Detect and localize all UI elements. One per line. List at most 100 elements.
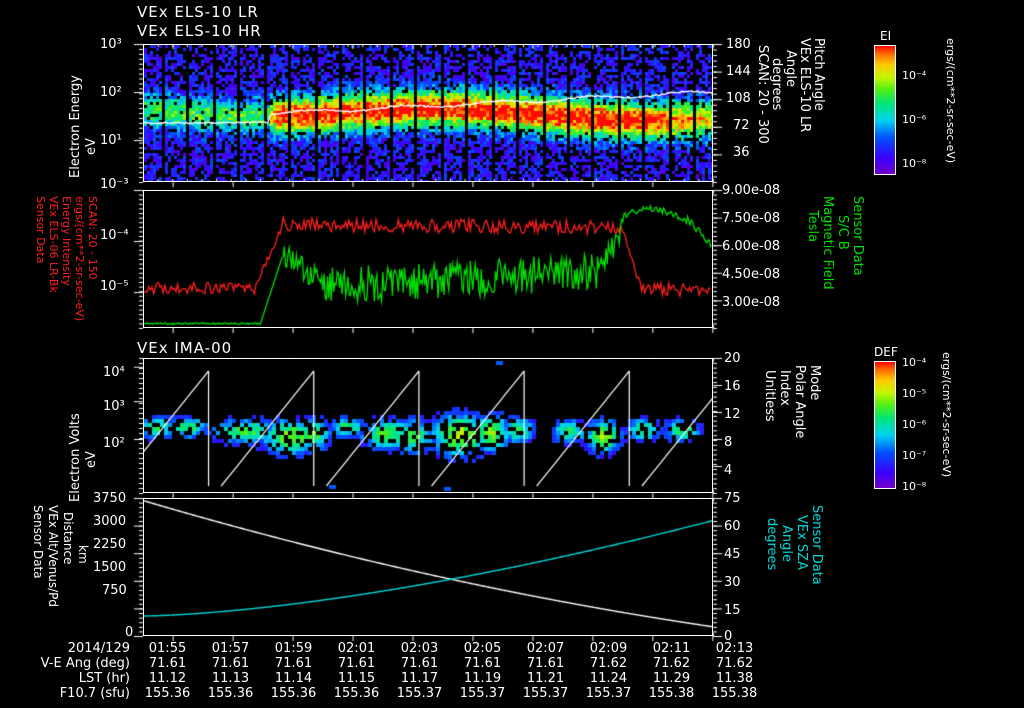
- panel3-ytick-1: 10³: [103, 399, 125, 414]
- panel1-y2tick-1: 144: [726, 64, 751, 79]
- table-cell: 71.62: [715, 656, 754, 671]
- table-cell: 155.36: [207, 686, 254, 701]
- panel1-right-axis-label-1: VEx ELS-10 LR: [797, 38, 812, 133]
- table-cell: 71.61: [211, 656, 250, 671]
- table-cell: 11.13: [211, 671, 250, 686]
- table-cell: 02:01: [337, 641, 376, 656]
- row-ve-ang: V-E Ang (deg) 71.61 71.61 71.61 71.61 71.61 71…: [8, 656, 766, 671]
- panel2-y2tick-0: 9.00e-08: [722, 183, 781, 198]
- row-label: F10.7 (sfu): [59, 686, 130, 701]
- panel2-left-axis-label-3: ergs/(cm**2-sr-sec-eV): [73, 196, 86, 322]
- panel4-ytick-2: 2250: [93, 537, 127, 552]
- panel1-ytick-0: 10³: [100, 37, 122, 52]
- panel4-right-axis-label-0: Sensor Data: [809, 505, 824, 585]
- table-cell: 71.62: [652, 656, 691, 671]
- panel3-colorbar-tick-1: 10⁻⁵: [902, 387, 927, 400]
- panel3-right-axis-label-1: Polar Angle: [792, 365, 807, 439]
- panel3-y2tick-2: 12: [724, 407, 741, 422]
- row-label: V-E Ang (deg): [40, 656, 130, 671]
- panel2-y2tick-3: 4.50e-08: [722, 267, 781, 282]
- panel2-right-axis-label-1: S/C B: [835, 215, 850, 250]
- panel3-colorbar-tick-2: 10⁻⁶: [902, 418, 927, 431]
- table-cell: 71.61: [526, 656, 565, 671]
- panel4-altitude-sza: [143, 498, 713, 636]
- panel1-colorbar-tick-2: 10⁻⁸: [902, 157, 927, 170]
- row-label: LST (hr): [78, 671, 130, 686]
- panel1-colorbar-title: EI: [880, 29, 892, 43]
- panel1-spectrogram: [143, 44, 713, 182]
- panel1-left-axis-label: Electron Energy: [68, 75, 83, 178]
- row-f107: F10.7 (sfu) 155.36 155.36 155.36 155.36 155.3…: [8, 686, 766, 701]
- panel4-right-axis-label-3: degrees: [764, 518, 779, 571]
- panel1-colorbar: [874, 45, 896, 175]
- row-time: 2014/129 01:55 01:57 01:59 02:01 02:03 02:05 02…: [8, 641, 766, 656]
- panel3-ytick-2: 10²: [103, 436, 125, 451]
- table-cell: 155.38: [648, 686, 695, 701]
- table-cell: 11.38: [715, 671, 754, 686]
- panel3-colorbar-title: DEF: [874, 345, 898, 359]
- panel4-y2tick-2: 45: [724, 547, 741, 562]
- panel3-ytick-0: 10⁴: [103, 365, 125, 380]
- table-cell: 01:55: [148, 641, 187, 656]
- panel1-colorbar-tick-0: 10⁻⁴: [902, 69, 927, 82]
- table-cell: 71.61: [148, 656, 187, 671]
- bottom-ephemeris-table: 2014/129 01:55 01:57 01:59 02:01 02:03 02:05 02…: [8, 641, 766, 701]
- panel2-ytick-2: 10⁻⁵: [100, 279, 129, 294]
- table-cell: 155.37: [522, 686, 569, 701]
- panel4-ytick-5: 0: [125, 625, 134, 640]
- panel4-y2tick-3: 30: [724, 575, 741, 590]
- table-cell: 71.61: [274, 656, 313, 671]
- panel3-left-axis-label: Electron Volts: [68, 413, 83, 502]
- panel4-ytick-0: 3750: [93, 491, 127, 506]
- table-cell: 11.17: [400, 671, 439, 686]
- panel1-title-lr: VEx ELS-10 LR: [137, 3, 259, 21]
- table-cell: 155.36: [270, 686, 317, 701]
- table-cell: 71.61: [337, 656, 376, 671]
- panel4-right-axis-label-2: Angle: [779, 525, 794, 562]
- panel4-y2tick-4: 15: [724, 603, 741, 618]
- table-cell: 11.19: [463, 671, 502, 686]
- panel4-y2tick-0: 75: [724, 491, 741, 506]
- panel4-left-axis-label-3: km: [76, 545, 90, 564]
- table-cell: 71.62: [589, 656, 628, 671]
- panel1-left-axis-unit: eV: [84, 138, 99, 155]
- table-cell: 155.38: [711, 686, 758, 701]
- panel2-y2tick-1: 7.50e-08: [722, 211, 781, 226]
- panel2-left-axis-label-4: SCAN: 20 - 150: [86, 196, 99, 280]
- panel1-ytick-1: 10²: [100, 85, 122, 100]
- panel2-ytick-0: 10⁻³: [100, 177, 129, 192]
- table-cell: 11.24: [589, 671, 628, 686]
- panel2-right-axis-label-3: Tesla: [805, 210, 820, 243]
- panel3-right-axis-label-0: Mode: [807, 365, 822, 401]
- panel1-y2tick-2: 108: [726, 91, 751, 106]
- panel4-left-axis-label-0: Sensor Data: [31, 505, 45, 579]
- table-cell: 71.61: [400, 656, 439, 671]
- table-cell: 01:59: [274, 641, 313, 656]
- panel1-y2tick-4: 36: [733, 145, 750, 160]
- panel1-y2tick-0: 180: [726, 37, 751, 52]
- table-cell: 11.29: [652, 671, 691, 686]
- panel3-right-axis-label-2: Index: [777, 370, 792, 406]
- panel4-y2tick-5: 0: [724, 629, 733, 644]
- table-cell: 11.14: [274, 671, 313, 686]
- panel2-timeseries: [143, 190, 713, 328]
- panel2-right-axis-label-0: Sensor Data: [850, 196, 865, 276]
- panel3-colorbar-units: ergs/(cm**2-sr-sec-eV): [940, 352, 953, 478]
- panel3-title: VEx IMA-00: [137, 339, 233, 357]
- table-cell: 155.36: [144, 686, 191, 701]
- table-cell: 155.36: [333, 686, 380, 701]
- panel1-right-axis-label-4: SCAN: 20 - 300: [755, 45, 770, 144]
- table-cell: 02:05: [463, 641, 502, 656]
- table-cell: 11.21: [526, 671, 565, 686]
- panel4-ytick-1: 3000: [93, 514, 127, 529]
- panel3-y2tick-0: 20: [724, 351, 741, 366]
- table-cell: 11.12: [148, 671, 187, 686]
- panel1-colorbar-tick-1: 10⁻⁶: [902, 113, 927, 126]
- table-cell: 155.37: [396, 686, 443, 701]
- panel2-ytick-1: 10⁻⁴: [100, 228, 129, 243]
- table-cell: 155.37: [459, 686, 506, 701]
- panel4-ytick-4: 750: [102, 583, 127, 598]
- table-cell: 02:09: [589, 641, 628, 656]
- table-cell: 02:03: [400, 641, 439, 656]
